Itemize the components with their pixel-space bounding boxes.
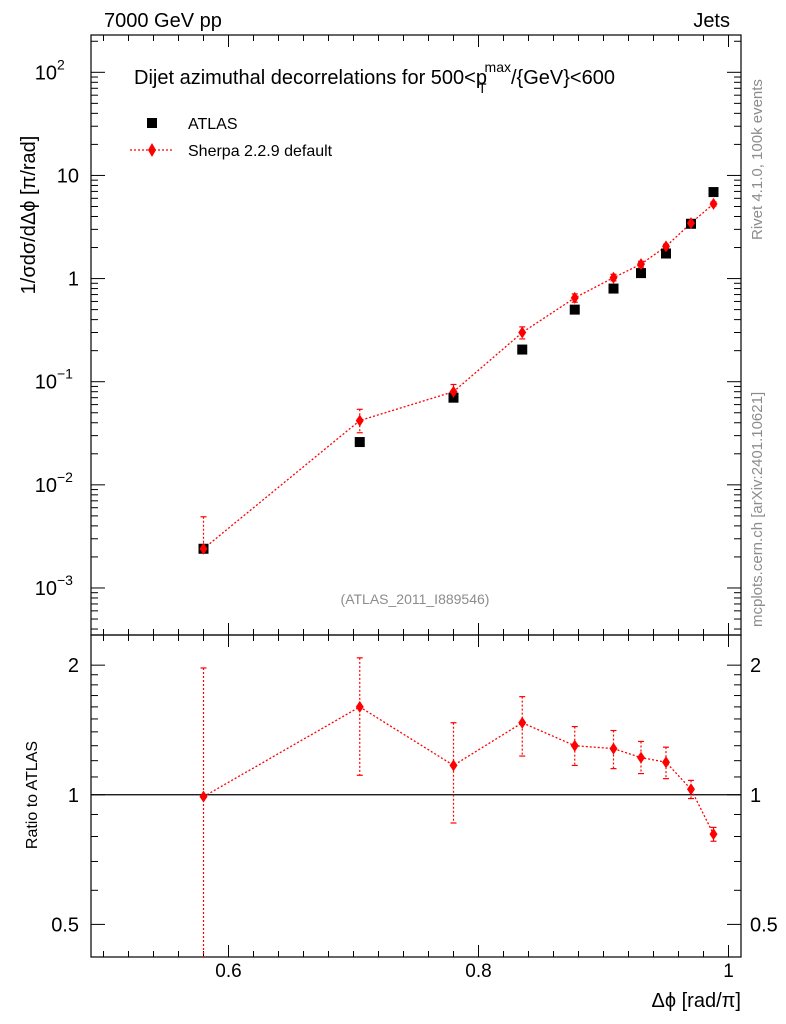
- ratio-point: [662, 756, 670, 769]
- main-y-tick-exponent: −3: [57, 572, 73, 588]
- ratio-line: [203, 706, 715, 835]
- ratio-y-tick-label: 2: [68, 655, 79, 677]
- main-y-tick-label: 10: [35, 578, 57, 600]
- ratio-y-tick-label: 0.5: [51, 914, 79, 936]
- main-y-tick-label: 10: [35, 62, 57, 84]
- sherpa-point: [662, 240, 670, 253]
- sherpa-point: [609, 271, 618, 284]
- sherpa-point: [199, 542, 208, 555]
- atlas-point: [517, 344, 528, 355]
- atlas-point: [608, 283, 619, 294]
- sherpa-point: [637, 258, 645, 271]
- y-axis-title: 1/σdσ/dΔϕ [π/rad]: [18, 136, 40, 295]
- ratio-point: [449, 759, 458, 772]
- ratio-y-axis-title: Ratio to ATLAS: [24, 741, 41, 849]
- main-marks: [198, 187, 719, 555]
- ratio-y-tick-label-right: 0.5: [750, 914, 778, 936]
- sherpa-point: [709, 197, 718, 210]
- x-axis-title: Δϕ [rad/π]: [652, 990, 742, 1012]
- ratio-y-tick-label-right: 1: [750, 785, 761, 807]
- energy-label: 7000 GeV pp: [104, 10, 222, 32]
- x-tick-label: 1: [723, 961, 734, 982]
- chart-title: Dijet azimuthal decorrelations for 500<p…: [134, 59, 615, 96]
- legend-atlas-label: ATLAS: [188, 116, 238, 133]
- main-y-tick-label: 10: [35, 372, 57, 394]
- main-y-tick-exponent: −1: [57, 366, 73, 382]
- mcplots-source-label: mcplots.cern.ch [arXiv:2401.10621]: [749, 392, 766, 627]
- ratio-point: [518, 716, 527, 729]
- ratio-y-tick-label: 1: [68, 785, 79, 807]
- atlas-point: [661, 248, 671, 259]
- legend-sherpa-marker: [148, 143, 156, 157]
- atlas-point: [636, 268, 646, 279]
- chart-title-tail: /{GeV}<600: [511, 67, 615, 89]
- ratio-point: [637, 751, 645, 764]
- main-y-tick-label: 10: [35, 475, 57, 497]
- analysis-tag: (ATLAS_2011_I889546): [341, 591, 490, 607]
- sherpa-point: [518, 326, 527, 339]
- atlas-point: [354, 437, 365, 448]
- ratio-point: [570, 739, 579, 752]
- x-tick-label: 0.6: [215, 961, 241, 982]
- ratio-y-tick-label-right: 2: [750, 655, 761, 677]
- atlas-point: [569, 304, 580, 315]
- main-y-tick-exponent: −2: [57, 469, 73, 485]
- ratio-point: [199, 790, 208, 803]
- rivet-version-label: Rivet 4.1.0, 100k events: [749, 79, 766, 240]
- sherpa-point: [687, 217, 695, 230]
- ratio-point: [687, 783, 695, 796]
- sherpa-line: [203, 203, 714, 550]
- ratio-point: [609, 742, 618, 755]
- main-y-tick-exponent: 2: [57, 56, 65, 72]
- sherpa-point: [570, 291, 579, 304]
- chart-title-sup: max: [485, 59, 511, 75]
- chart-title-sub: T: [478, 80, 487, 96]
- ratio-axes: 0.6 0.8 1 2 2 1 1 0.5 0.5: [51, 635, 778, 982]
- legend: ATLAS Sherpa 2.2.9 default: [130, 116, 333, 160]
- ratio-point: [709, 828, 718, 841]
- sherpa-point: [449, 385, 458, 398]
- process-label: Jets: [693, 10, 730, 32]
- x-tick-label: 0.8: [465, 961, 491, 982]
- ratio-marks: [199, 657, 718, 957]
- ratio-point: [355, 700, 364, 713]
- main-y-tick-label: 10: [57, 165, 79, 187]
- chart-title-main: Dijet azimuthal decorrelations for 500<p: [134, 67, 487, 89]
- atlas-point: [708, 187, 719, 198]
- ratio-plot-frame: [90, 634, 742, 958]
- legend-sherpa-label: Sherpa 2.2.9 default: [188, 143, 333, 160]
- legend-atlas-marker: [147, 118, 157, 128]
- sherpa-point: [355, 414, 364, 427]
- main-y-tick-label: 1: [68, 269, 79, 291]
